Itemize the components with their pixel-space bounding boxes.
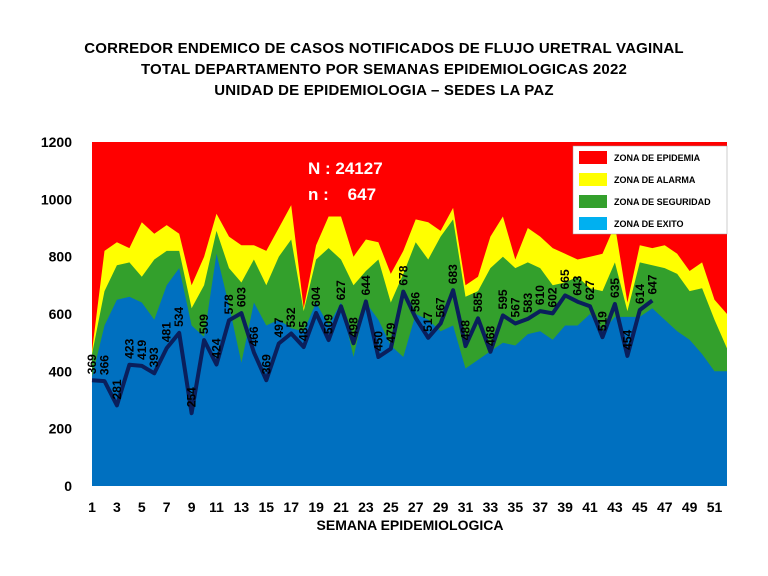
x-tick-label: 3 xyxy=(113,499,121,515)
x-tick-label: 11 xyxy=(209,499,224,515)
data-label: 532 xyxy=(284,307,298,327)
x-tick-label: 45 xyxy=(632,499,648,515)
data-label: 366 xyxy=(97,355,111,375)
data-label: 614 xyxy=(633,284,647,304)
data-label: 567 xyxy=(434,297,448,317)
data-label: 488 xyxy=(459,320,473,340)
data-label: 450 xyxy=(371,331,385,351)
data-label: 393 xyxy=(147,347,161,367)
data-label: 424 xyxy=(210,338,224,358)
data-label: 578 xyxy=(222,294,236,314)
data-label: 479 xyxy=(384,322,398,342)
x-tick-label: 27 xyxy=(408,499,424,515)
data-label: 627 xyxy=(583,280,597,300)
x-tick-label: 29 xyxy=(433,499,449,515)
legend-swatch xyxy=(579,173,607,186)
y-tick-label: 0 xyxy=(64,478,72,494)
data-label: 683 xyxy=(446,264,460,284)
data-label: 509 xyxy=(197,314,211,334)
x-tick-label: 37 xyxy=(532,499,548,515)
legend-swatch xyxy=(579,151,607,164)
data-label: 586 xyxy=(409,292,423,312)
data-label: 678 xyxy=(396,265,410,285)
chart-title-line-2: TOTAL DEPARTAMENTO POR SEMANAS EPIDEMIOL… xyxy=(140,61,628,78)
x-tick-label: 9 xyxy=(188,499,196,515)
data-label: 647 xyxy=(645,274,659,294)
annotation-current: n : 647 xyxy=(308,185,376,204)
data-label: 627 xyxy=(334,280,348,300)
data-label: 602 xyxy=(546,287,560,307)
x-tick-label: 25 xyxy=(383,499,399,515)
chart-title-line-1: CORREDOR ENDEMICO DE CASOS NOTIFICADOS D… xyxy=(84,40,684,57)
x-tick-label: 39 xyxy=(557,499,573,515)
data-label: 281 xyxy=(110,379,124,399)
x-axis-label: SEMANA EPIDEMIOLOGICA xyxy=(317,517,504,533)
data-label: 454 xyxy=(620,330,634,350)
x-tick-label: 31 xyxy=(458,499,474,515)
y-tick-label: 1200 xyxy=(41,134,72,150)
legend-label: ZONA DE SEGURIDAD xyxy=(614,197,711,207)
data-label: 567 xyxy=(508,297,522,317)
y-tick-label: 800 xyxy=(49,249,73,265)
legend-label: ZONA DE ALARMA xyxy=(614,175,696,185)
data-label: 517 xyxy=(421,311,435,331)
data-label: 643 xyxy=(571,275,585,295)
x-tick-label: 23 xyxy=(358,499,374,515)
x-tick-label: 47 xyxy=(657,499,673,515)
data-label: 635 xyxy=(608,278,622,298)
data-label: 423 xyxy=(122,338,136,358)
y-tick-label: 600 xyxy=(49,306,73,322)
x-tick-label: 21 xyxy=(333,499,349,515)
x-tick-label: 15 xyxy=(259,499,275,515)
x-tick-label: 43 xyxy=(607,499,623,515)
data-label: 610 xyxy=(533,285,547,305)
data-label: 604 xyxy=(309,287,323,307)
x-tick-label: 19 xyxy=(308,499,324,515)
data-label: 497 xyxy=(272,317,286,337)
x-tick-label: 41 xyxy=(582,499,598,515)
data-label: 369 xyxy=(259,354,273,374)
x-tick-label: 49 xyxy=(682,499,698,515)
x-tick-label: 5 xyxy=(138,499,146,515)
x-tick-label: 33 xyxy=(483,499,499,515)
data-label: 603 xyxy=(234,287,248,307)
x-tick-label: 35 xyxy=(508,499,524,515)
annotation-total: N : 24127 xyxy=(308,159,383,178)
data-label: 481 xyxy=(160,322,174,342)
data-label: 369 xyxy=(85,354,99,374)
data-label: 665 xyxy=(558,269,572,289)
data-label: 585 xyxy=(471,292,485,312)
legend-swatch xyxy=(579,195,607,208)
data-label: 534 xyxy=(172,307,186,327)
x-tick-label: 1 xyxy=(88,499,96,515)
data-label: 254 xyxy=(185,387,199,407)
legend-label: ZONA DE EXITO xyxy=(614,219,684,229)
x-tick-label: 13 xyxy=(234,499,250,515)
x-tick-label: 7 xyxy=(163,499,171,515)
data-label: 583 xyxy=(521,293,535,313)
x-tick-label: 17 xyxy=(283,499,299,515)
data-label: 519 xyxy=(595,311,609,331)
legend-label: ZONA DE EPIDEMIA xyxy=(614,153,701,163)
data-label: 644 xyxy=(359,275,373,295)
data-label: 498 xyxy=(346,317,360,337)
data-label: 595 xyxy=(496,289,510,309)
series-line-casos xyxy=(91,288,654,416)
x-tick-label: 51 xyxy=(707,499,723,515)
data-label: 466 xyxy=(247,326,261,346)
zone-exito-area xyxy=(92,253,727,486)
data-label: 485 xyxy=(297,321,311,341)
y-tick-label: 200 xyxy=(49,421,73,437)
data-label: 419 xyxy=(135,340,149,360)
data-label: 509 xyxy=(322,314,336,334)
data-label: 468 xyxy=(483,325,497,345)
y-tick-label: 1000 xyxy=(41,191,72,207)
y-tick-label: 400 xyxy=(49,363,73,379)
chart-title-line-3: UNIDAD DE EPIDEMIOLOGIA – SEDES LA PAZ xyxy=(214,82,554,99)
legend-swatch xyxy=(579,217,607,230)
